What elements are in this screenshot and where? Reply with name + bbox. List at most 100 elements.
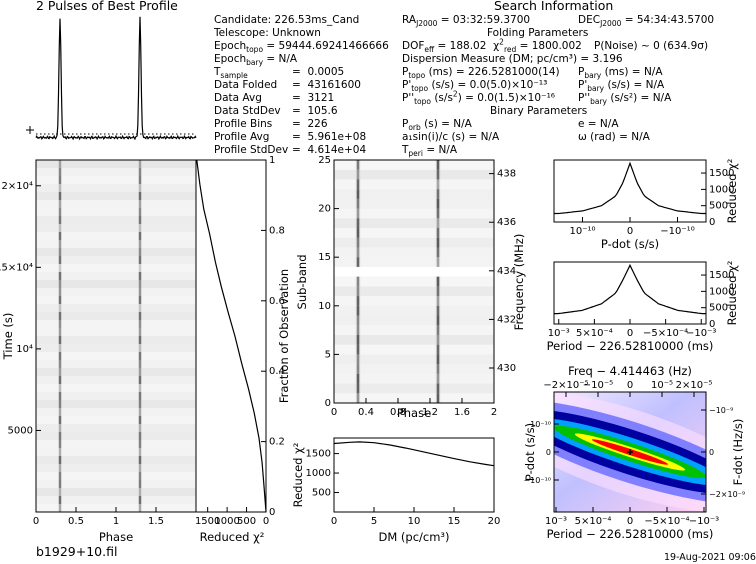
subband-freq-tick-label: 430	[497, 363, 516, 374]
time-row	[36, 224, 196, 232]
pulse-segment	[435, 344, 441, 355]
pulse-segment	[355, 305, 361, 316]
time-row	[36, 256, 196, 264]
pulse-segment	[57, 488, 63, 496]
pdot-period-freq-tick-label: −2×10⁻⁵	[543, 380, 588, 391]
pdot-period-yticks: 10⁻¹⁰ 0 −10⁻¹⁰	[523, 420, 559, 485]
chi2-pdot-y-tick-label: 1500	[709, 168, 734, 179]
pulse-segment	[137, 384, 143, 392]
pulse-segment	[137, 440, 143, 448]
pulse-segment	[57, 208, 63, 216]
subband-row	[334, 344, 494, 355]
pulse-segment	[137, 176, 143, 184]
pulse-segment	[355, 247, 361, 258]
pulse-segment	[137, 408, 143, 416]
chi2-time-y-tick-label: 0.8	[269, 225, 285, 236]
pulse-segment	[57, 384, 63, 392]
pulse-segment	[355, 179, 361, 190]
pulse-segment	[435, 257, 441, 267]
time-row	[36, 320, 196, 328]
pulse-segment	[57, 352, 63, 360]
chi2-time-y-tick-label: 1	[269, 155, 275, 166]
pdot-period-y-tick-label: 0	[546, 448, 551, 457]
profile-avg-value: = 5.961e+08	[292, 131, 367, 143]
chi2-pdot-y-tick-label: 1000	[709, 184, 734, 195]
pulse-segment	[355, 286, 361, 297]
pulse-segment	[137, 456, 143, 464]
pulse-segment	[137, 416, 143, 424]
pulse-segment	[57, 368, 63, 376]
subband-row	[334, 315, 494, 326]
data-folded: Data Folded	[214, 79, 278, 91]
chi2-period-y-tick-label: 0	[709, 319, 715, 330]
pulse-segment	[137, 232, 143, 240]
chi2-dm-x-tick-label: 20	[488, 516, 501, 527]
pulse-segment	[355, 237, 361, 248]
chi2-period-y-tick-label: 1500	[709, 270, 734, 281]
time-row	[36, 456, 196, 464]
pulse-segment	[57, 416, 63, 424]
p-topo: Ptopo (ms) = 226.5281000(14)	[402, 66, 560, 81]
chi2-dm-y-tick-label: 1500	[306, 449, 331, 460]
chi2-pdot-x-tick-label: −10⁻¹⁰	[660, 226, 694, 237]
pulse-segment	[137, 448, 143, 456]
subband-row	[334, 189, 494, 199]
pulse-segment	[57, 424, 63, 432]
eccentricity: e = N/A	[578, 118, 619, 130]
subband-y-tick-label: 20	[318, 204, 331, 215]
chi2-dm-yticks: 500 1000 1500	[306, 449, 339, 499]
pulse-segment	[137, 392, 143, 400]
pulse-segment	[57, 192, 63, 200]
pulse-segment	[137, 168, 143, 176]
chi2-dm-y-tick-label: 1000	[306, 468, 331, 479]
chi2-time-line	[196, 159, 267, 513]
time-phase-y-tick-label: 10⁴	[16, 344, 33, 355]
data-avg: Data Avg	[214, 92, 262, 104]
pulse-segment	[57, 184, 63, 192]
pulse-segment	[57, 296, 63, 304]
pulse-segment	[57, 400, 63, 408]
subband-row	[334, 247, 494, 258]
chi2-time-y-tick-label: 0	[269, 507, 275, 518]
pdot-period-x-tick-label: 5×10⁻⁴	[575, 516, 612, 527]
t-sample-value: = 0.0005	[292, 66, 345, 78]
pulse-segment	[435, 247, 441, 258]
profile-title: 2 Pulses of Best Profile	[36, 0, 178, 13]
time-row	[36, 264, 196, 272]
chi2-dm-x-tick-label: 15	[448, 516, 461, 527]
time-row	[36, 368, 196, 376]
pulse-segment	[57, 464, 63, 472]
subband-y-tick-label: 10	[318, 301, 331, 312]
profile-stddev: Profile StdDev	[214, 144, 289, 156]
pdot-period-ylabel: P-dot (s/s)	[523, 423, 537, 481]
pulse-segment	[57, 200, 63, 208]
chi2-dm-panel: 0 5 10 15 20 500 1000 1500 DM (pc/cm³) Reduced…	[291, 437, 501, 544]
telescope: Telescope: Unknown	[214, 27, 321, 39]
p-bary: Pbary (ms) = N/A	[578, 66, 663, 81]
time-phase-panel: 0 0.5 1 1.5 5000 10⁴ 1.5×10⁴ 2×10⁴ Phase Time …	[0, 159, 197, 544]
chi2-pdot-xticks: 10⁻¹⁰ 0 −10⁻¹⁰	[569, 217, 695, 237]
dispersion-measure: Dispersion Measure (DM; pc/cm³) = 3.196	[402, 53, 623, 65]
pulse-segment	[57, 480, 63, 488]
pdot-period-freq-tick-label: 2×10⁻⁵	[676, 380, 713, 391]
pulse-segment	[355, 276, 361, 287]
subband-xticks: 0 0.4 0.8 1.2 1.6 2	[331, 398, 497, 418]
pulse-segment	[137, 304, 143, 312]
pulse-segment	[435, 160, 441, 170]
chi2-dm-xlabel: DM (pc/cm³)	[378, 530, 449, 544]
subband-row	[334, 325, 494, 335]
pulse-segment	[57, 232, 63, 240]
subband-y-tick-label: 25	[318, 155, 331, 166]
pdot-period-title: Freq − 4.414463 (Hz)	[568, 364, 692, 378]
t-sample: Tsample	[214, 66, 248, 81]
pulse-segment	[435, 373, 441, 384]
pulse-segment	[137, 400, 143, 408]
subband-y-tick-label: 5	[325, 349, 331, 360]
chi2-time-y-tick-label: 0.2	[269, 437, 285, 448]
pulse-segment	[57, 456, 63, 464]
chi2-time-yticks: 0 0.2 0.4 0.6 0.8 1	[261, 155, 285, 518]
pulse-segment	[137, 160, 143, 168]
pulse-segment	[57, 392, 63, 400]
